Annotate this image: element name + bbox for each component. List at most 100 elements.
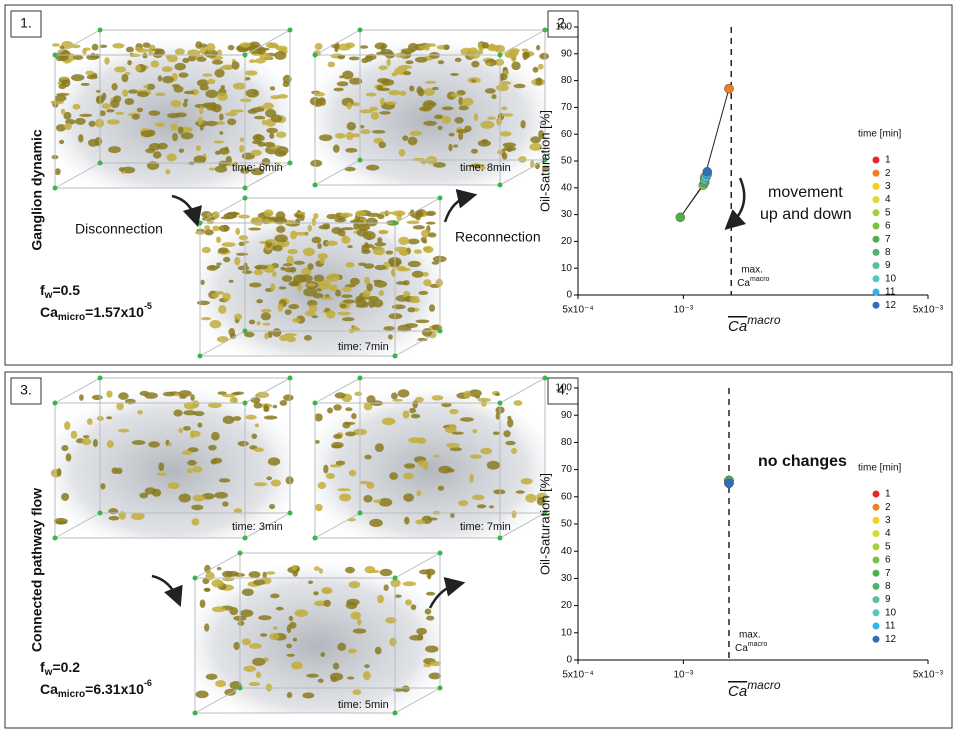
corner-marker: [287, 375, 293, 381]
ganglion: [418, 290, 429, 296]
ganglion: [486, 62, 492, 66]
ganglion: [386, 58, 391, 67]
value: =1.57x10: [85, 304, 144, 320]
ganglion: [131, 440, 146, 446]
ganglion: [333, 404, 342, 411]
ganglion: [256, 299, 264, 304]
ganglion: [56, 468, 62, 477]
ganglion: [417, 337, 428, 342]
ganglion: [262, 322, 271, 326]
ganglion: [233, 641, 240, 651]
ganglion: [227, 44, 235, 51]
ganglion: [420, 236, 427, 243]
ganglion: [178, 390, 192, 397]
ganglion: [183, 401, 197, 410]
ganglion: [148, 441, 160, 448]
corner-marker: [357, 375, 363, 381]
ganglion: [214, 68, 225, 78]
ganglion: [288, 615, 294, 622]
legend-label: 12: [885, 300, 897, 311]
ganglion: [302, 247, 315, 257]
ganglion: [211, 431, 220, 441]
caption: Reconnection: [455, 229, 541, 245]
legend-label: 10: [885, 607, 897, 618]
ganglion: [162, 75, 174, 84]
ganglion: [507, 415, 512, 420]
legend-label: 1: [885, 489, 891, 500]
ganglion: [346, 102, 353, 110]
y-tick-label: 40: [561, 546, 573, 557]
ganglion: [505, 440, 516, 446]
ganglion: [72, 55, 84, 60]
ganglion: [402, 410, 410, 419]
arrow: [443, 188, 478, 223]
ganglion: [101, 103, 112, 109]
ganglion: [311, 236, 322, 244]
ganglion: [332, 662, 340, 670]
ganglion: [70, 430, 78, 439]
ganglion: [369, 106, 379, 111]
ganglion: [480, 120, 495, 129]
ganglion: [215, 680, 226, 688]
ganglion: [370, 111, 379, 120]
box-edge: [194, 552, 241, 579]
ganglion: [390, 392, 398, 400]
ganglion: [242, 270, 253, 275]
ganglion: [61, 492, 70, 502]
ganglion: [271, 271, 277, 278]
ganglion: [311, 217, 317, 226]
ganglion: [116, 402, 124, 411]
ganglion: [162, 391, 175, 397]
value: =6.31x10: [85, 681, 144, 697]
ganglion: [215, 265, 221, 269]
ganglion: [228, 279, 234, 283]
ganglion: [410, 413, 421, 419]
ganglion: [237, 620, 245, 626]
ganglion: [275, 131, 287, 138]
ganglion: [412, 225, 425, 230]
ganglion: [475, 395, 481, 399]
ganglion: [507, 418, 514, 428]
ganglion: [170, 100, 182, 108]
ganglion: [450, 512, 455, 519]
ganglion: [405, 599, 412, 606]
x-axis-label-sup: macro: [747, 313, 781, 327]
ganglion: [167, 482, 180, 489]
ganglion: [205, 120, 218, 127]
ganglion: [341, 236, 351, 244]
ganglion: [237, 265, 250, 271]
ganglion: [417, 460, 429, 467]
ganglion: [357, 618, 362, 626]
y-tick-label: 80: [561, 437, 573, 448]
ganglion: [327, 61, 336, 68]
ganglion: [361, 243, 375, 249]
ganglion: [536, 44, 541, 51]
ganglion: [288, 304, 300, 310]
ganglion: [454, 117, 464, 124]
ganglion: [272, 404, 278, 409]
ganglion: [222, 292, 231, 302]
ganglion: [248, 227, 262, 231]
ganglion: [385, 250, 394, 255]
ganglion: [221, 394, 236, 398]
ganglion: [345, 566, 355, 574]
ganglion: [294, 231, 308, 236]
legend-marker: [872, 490, 880, 498]
ganglion: [217, 247, 229, 254]
ganglion: [121, 73, 129, 83]
ganglion: [289, 621, 297, 629]
ganglion: [240, 98, 252, 103]
ganglion: [266, 571, 276, 575]
ganglion: [458, 131, 464, 141]
ganglion: [326, 213, 339, 220]
ganglion: [362, 671, 371, 681]
ganglion: [255, 671, 262, 679]
ganglion: [363, 402, 373, 411]
ganglion: [515, 490, 525, 494]
ganglion: [136, 91, 149, 98]
symbol: Ca: [40, 681, 58, 697]
ganglion: [100, 483, 106, 490]
ganglion: [486, 44, 501, 52]
ganglion: [222, 415, 235, 425]
